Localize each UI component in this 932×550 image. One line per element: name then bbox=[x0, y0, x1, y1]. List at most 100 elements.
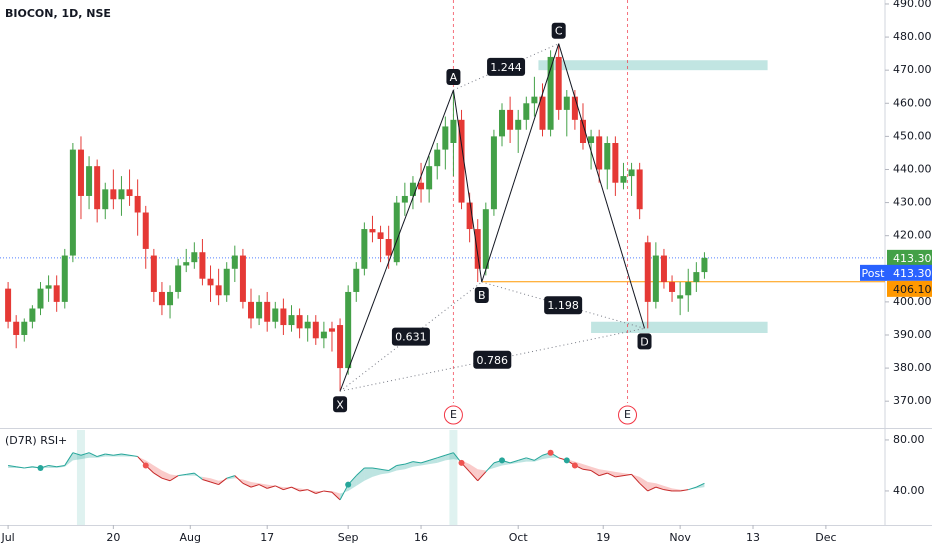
signal-dot bbox=[37, 465, 44, 471]
candle-body bbox=[539, 96, 546, 130]
rsi-line bbox=[267, 485, 276, 489]
candle-body bbox=[693, 272, 700, 283]
rsi-line bbox=[639, 482, 649, 492]
signal-dot bbox=[571, 462, 578, 469]
rsi-line bbox=[113, 453, 122, 456]
candle-body bbox=[175, 265, 182, 292]
rsi-line bbox=[258, 484, 268, 489]
y-tick-label: 450.00 bbox=[893, 129, 932, 142]
rsi-line bbox=[194, 472, 203, 480]
candle-body bbox=[167, 291, 174, 306]
candle-body bbox=[118, 189, 125, 200]
rsi-fill bbox=[607, 470, 616, 477]
rsi-line bbox=[396, 463, 405, 466]
x-tick-label: 17 bbox=[260, 531, 274, 544]
x-tick-label: 19 bbox=[596, 531, 610, 544]
rsi-line bbox=[307, 489, 316, 494]
rsi-line bbox=[599, 472, 608, 477]
rsi-line bbox=[178, 473, 187, 477]
candle-body bbox=[320, 331, 327, 339]
last-price-label: 413.30 bbox=[893, 252, 932, 265]
candle-body bbox=[215, 285, 222, 296]
rsi-line bbox=[469, 471, 479, 482]
candle-body bbox=[377, 232, 384, 239]
candle-body bbox=[94, 166, 101, 210]
rsi-fill bbox=[364, 468, 373, 481]
event-marker bbox=[443, 405, 463, 425]
rsi-line bbox=[218, 477, 228, 485]
candle-body bbox=[45, 285, 52, 289]
candle-body bbox=[280, 308, 287, 326]
candle-body bbox=[158, 291, 165, 306]
rsi-line bbox=[680, 489, 689, 492]
rsi-line bbox=[299, 489, 308, 492]
rsi-line bbox=[48, 464, 57, 468]
candle-body bbox=[579, 119, 586, 143]
rsi-line bbox=[291, 486, 300, 492]
candle-body bbox=[361, 229, 368, 269]
rsi-line bbox=[64, 452, 74, 466]
signal-dot bbox=[547, 449, 554, 456]
candle-body bbox=[418, 182, 425, 190]
candle-body bbox=[409, 182, 416, 196]
candle-body bbox=[353, 268, 360, 292]
candle-body bbox=[5, 288, 12, 322]
signal-dot bbox=[458, 459, 465, 466]
candle-body bbox=[660, 255, 667, 283]
candle-body bbox=[150, 255, 157, 292]
signal-band bbox=[449, 430, 458, 525]
rsi-line bbox=[161, 477, 171, 482]
candle-body bbox=[223, 268, 230, 296]
rsi-line bbox=[8, 464, 17, 468]
pattern-point-box bbox=[637, 333, 652, 350]
x-tick-label: 13 bbox=[746, 531, 760, 544]
rsi-fill bbox=[421, 460, 430, 466]
candle-body bbox=[490, 136, 497, 210]
candle-body bbox=[304, 321, 311, 329]
rsi-fill bbox=[396, 464, 405, 471]
ratio-box bbox=[487, 57, 526, 76]
pattern-point-label: C bbox=[555, 25, 563, 38]
pattern-point-box bbox=[446, 69, 461, 86]
rsi-line bbox=[437, 454, 446, 459]
candle-body bbox=[458, 119, 465, 203]
pattern-point-box bbox=[551, 22, 566, 39]
y2-tick-label: 80.00 bbox=[893, 433, 925, 446]
ratio-label: 0.631 bbox=[395, 331, 427, 344]
signal-dot bbox=[142, 462, 149, 469]
pattern-leg bbox=[481, 43, 560, 283]
candle-body bbox=[21, 321, 28, 335]
pattern-point-label: X bbox=[336, 398, 344, 411]
rsi-line bbox=[380, 468, 389, 472]
candle-body bbox=[652, 255, 659, 302]
ratio-label: 1.244 bbox=[490, 61, 522, 74]
pattern-point-label: D bbox=[640, 335, 648, 348]
x-tick-label: Sep bbox=[338, 531, 359, 544]
rsi-fill bbox=[80, 452, 90, 460]
rsi-line bbox=[186, 472, 195, 475]
candle-body bbox=[312, 321, 319, 339]
y2-tick-label: 40.00 bbox=[893, 484, 925, 497]
candle-body bbox=[499, 109, 506, 137]
candle-body bbox=[272, 308, 279, 322]
rsi-line bbox=[283, 486, 292, 491]
candle-body bbox=[563, 96, 570, 110]
rsi-line bbox=[355, 467, 365, 477]
candle-body bbox=[183, 262, 190, 266]
y-tick-label: 470.00 bbox=[893, 63, 932, 76]
rsi-line bbox=[24, 466, 33, 469]
rsi-line bbox=[582, 468, 592, 472]
candle-body bbox=[701, 257, 708, 273]
rsi-line bbox=[121, 453, 130, 456]
pattern-point-label: B bbox=[478, 289, 486, 302]
candle-body bbox=[685, 282, 692, 296]
rsi-line bbox=[210, 481, 219, 486]
rsi-fill bbox=[655, 483, 664, 490]
event-label: E bbox=[624, 408, 631, 421]
chart-title: BIOCON, 1D, NSE bbox=[5, 7, 111, 20]
pattern-leg bbox=[558, 43, 645, 329]
candle-body bbox=[434, 149, 441, 167]
rsi-line bbox=[202, 478, 211, 483]
candle-body bbox=[248, 301, 255, 319]
rsi-line bbox=[88, 452, 98, 457]
